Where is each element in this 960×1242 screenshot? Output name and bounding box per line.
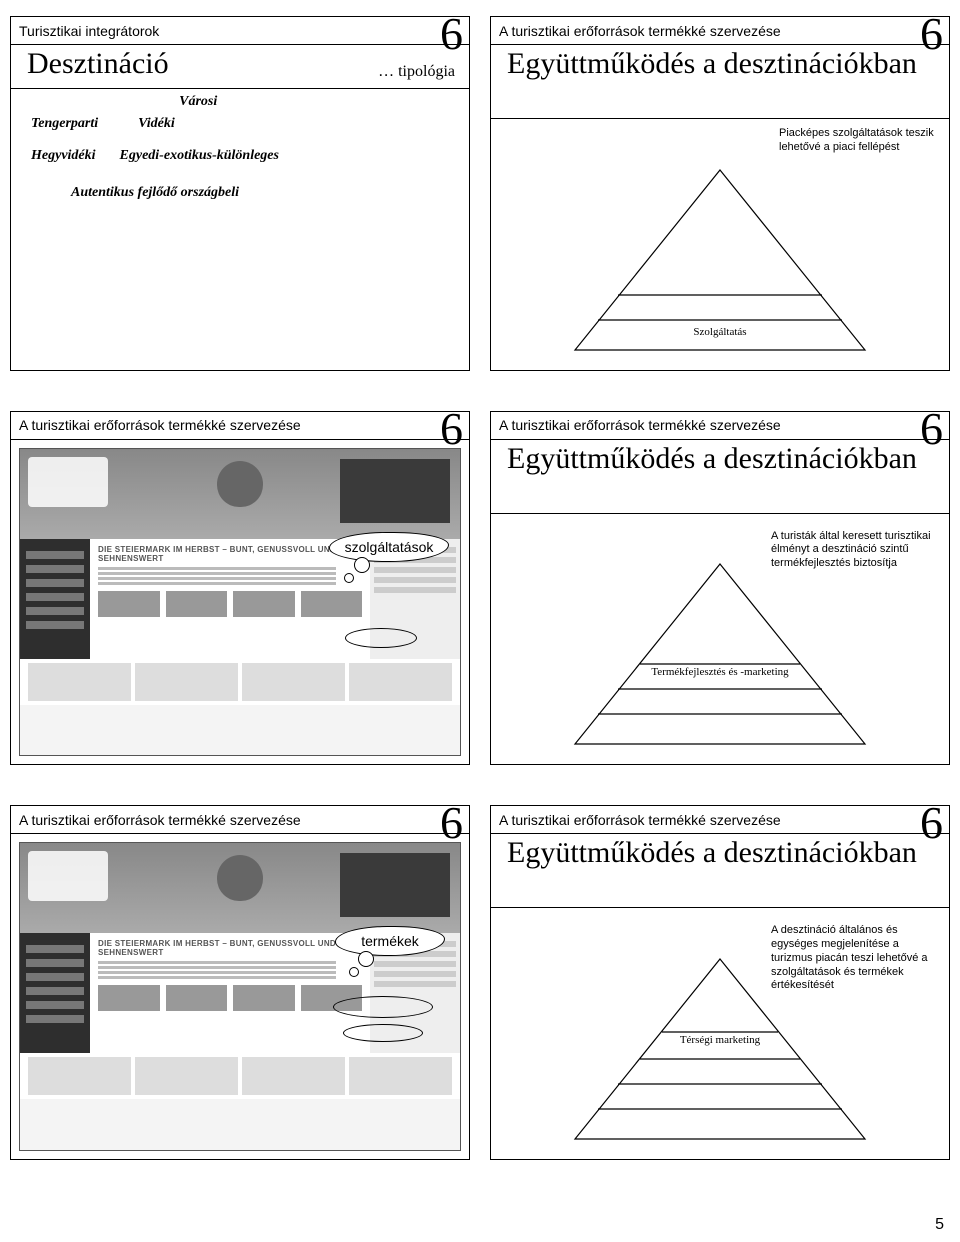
header-text: A turisztikai erőforrások termékké szerv… — [19, 812, 301, 828]
slide-2: A turisztikai erőforrások termékké szerv… — [490, 16, 950, 371]
type-videki: Vidéki — [138, 113, 175, 135]
slide-number: 6 — [920, 411, 943, 452]
slide-title: Együttműködés a desztinációkban — [491, 834, 949, 908]
slide-4: A turisztikai erőforrások termékké szerv… — [490, 411, 950, 766]
slide-5: A turisztikai erőforrások termékké szerv… — [10, 805, 470, 1160]
pyramid-label: Szolgáltatás — [570, 326, 870, 339]
slide-1: Turisztikai integrátorok 6 Desztináció …… — [10, 16, 470, 371]
slide-number: 6 — [440, 805, 463, 846]
slide-header: A turisztikai erőforrások termékké szerv… — [491, 412, 949, 440]
bubble-label: termékek — [361, 933, 419, 949]
slide-title: Együttműködés a desztinációkban — [491, 45, 949, 119]
pyramid: Termékfejlesztés és -marketing — [570, 559, 870, 754]
header-text: A turisztikai erőforrások termékké szerv… — [19, 417, 301, 433]
pyramid: Térségi marketing — [570, 954, 870, 1149]
slide-header: A turisztikai erőforrások termékké szerv… — [491, 806, 949, 834]
website-screenshot: DIE STEIERMARK IM HERBST – BUNT, GENUSSV… — [19, 448, 461, 757]
header-text: Turisztikai integrátorok — [19, 23, 159, 39]
slide-header: A turisztikai erőforrások termékké szerv… — [491, 17, 949, 45]
slide-number: 6 — [920, 805, 943, 846]
pyramid-label: Termékfejlesztés és -marketing — [570, 666, 870, 678]
header-text: A turisztikai erőforrások termékké szerv… — [499, 417, 781, 433]
destination-types: Városi Tengerparti Vidéki Hegyvidéki Egy… — [11, 81, 469, 215]
slide-header: Turisztikai integrátorok 6 — [11, 17, 469, 45]
type-autentikus: Autentikus fejlődő országbeli — [71, 182, 449, 204]
type-hegyvideki: Hegyvidéki — [31, 145, 96, 167]
page-number: 5 — [935, 1216, 944, 1234]
slide-number: 6 — [920, 16, 943, 57]
slide-number: 6 — [440, 16, 463, 57]
pyramid-label: Térségi marketing — [570, 1034, 870, 1046]
header-text: A turisztikai erőforrások termékké szerv… — [499, 23, 781, 39]
pyramid: Szolgáltatás — [570, 165, 870, 360]
type-varosi: Városi — [73, 91, 324, 113]
bubble-label: szolgáltatások — [345, 539, 434, 555]
slide-6: A turisztikai erőforrások termékké szerv… — [490, 805, 950, 1160]
type-tengerparti: Tengerparti — [31, 113, 98, 135]
slide-header: A turisztikai erőforrások termékké szerv… — [11, 806, 469, 834]
slide-3: A turisztikai erőforrások termékké szerv… — [10, 411, 470, 766]
type-egyedi: Egyedi-exotikus-különleges — [120, 145, 279, 167]
slide-header: A turisztikai erőforrások termékké szerv… — [11, 412, 469, 440]
highlight-ellipse — [345, 628, 417, 648]
caption: Piacképes szolgáltatások teszik lehetővé… — [779, 127, 939, 155]
slide-title: Együttműködés a desztinációkban — [491, 440, 949, 514]
slide-number: 6 — [440, 411, 463, 452]
header-text: A turisztikai erőforrások termékké szerv… — [499, 812, 781, 828]
